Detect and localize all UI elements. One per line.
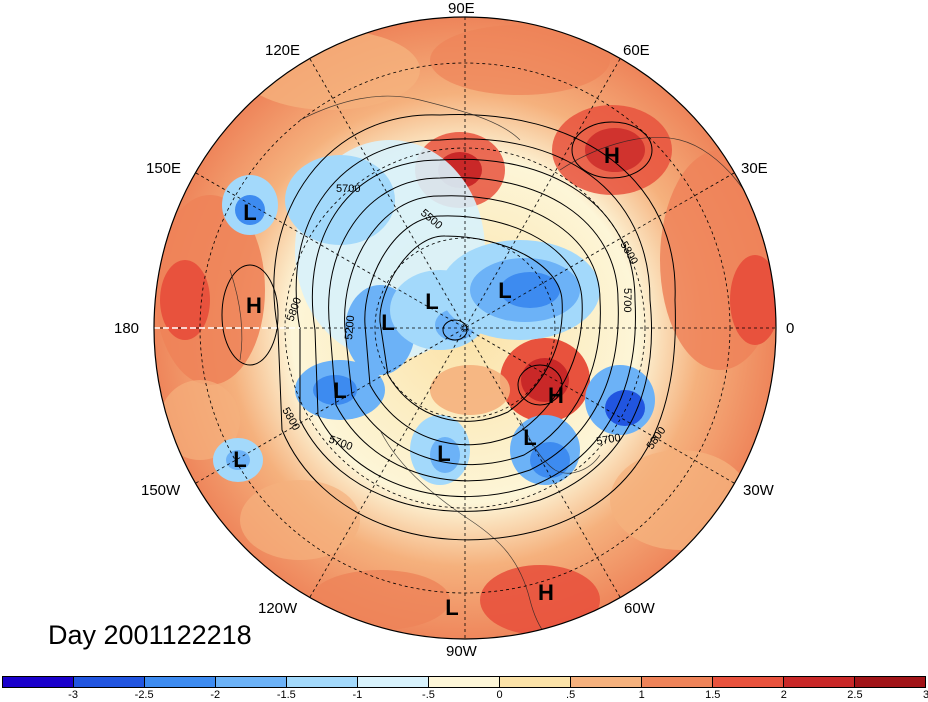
lon-label-60w: 60W [624,600,655,617]
low-pressure-center: L [233,447,246,472]
pressure-centers: L H L L L H L L L H L L H [233,143,620,620]
colorbar-segment [500,677,571,687]
low-pressure-center: L [523,425,536,450]
lon-label-90w: 90W [446,643,477,660]
lon-label-0: 0 [786,320,795,337]
colorbar-segment [358,677,429,687]
colorbar-tick-label: -2.5 [134,689,154,701]
colorbar-segment [855,677,925,687]
low-pressure-center: L [243,200,256,225]
low-pressure-center: L [437,441,450,466]
lon-label-30w: 30W [743,482,774,499]
lon-label-120e: 120E [265,42,301,59]
colorbar-segment [784,677,855,687]
map-boundary [153,16,777,640]
colorbar-tick-label: 3 [922,689,928,701]
contour-label: 5200 [343,315,357,340]
lon-label-60e: 60E [623,42,650,59]
colorbar-segment [571,677,642,687]
contour-label: 5700 [336,183,360,195]
lon-label-120w: 120W [258,600,298,617]
lon-label-30e: 30E [741,160,768,177]
colorbar-segment [642,677,713,687]
colorbar-tick-label: -.5 [422,689,435,701]
colorbar-tick-label: -2 [210,689,221,701]
height-contours [221,114,676,541]
colorbar-segment [287,677,358,687]
contour-label: 5700 [621,288,633,312]
colorbar-tick-label: -1 [352,689,363,701]
lon-label-150w: 150W [141,482,181,499]
low-pressure-center: L [425,289,438,314]
colorbar-segment [713,677,784,687]
contour-label: 5700 [595,432,621,448]
colorbar-segment [145,677,216,687]
high-pressure-center: H [538,580,554,605]
lon-label-180: 180 [114,320,140,337]
high-pressure-center: H [548,383,564,408]
day-label: Day 2001122218 [48,620,252,650]
low-pressure-center: L [445,595,458,620]
colorbar-tick-label: -3 [68,689,78,701]
colorbar-segment [74,677,145,687]
colorbar-tick-label: .5 [566,689,576,701]
colorbar-tick-label: 1 [638,689,645,701]
lon-label-150e: 150E [146,160,182,177]
colorbar [2,676,926,688]
low-pressure-center: L [498,278,511,303]
colorbar-segment [3,677,74,687]
colorbar-segment [429,677,500,687]
colorbar-tick-label: 1.5 [705,689,721,701]
low-pressure-center: L [333,378,346,403]
lon-label-90e: 90E [448,0,475,17]
low-pressure-center: L [381,310,394,335]
high-pressure-center: H [246,293,262,318]
colorbar-tick-label: 0 [496,689,503,701]
high-pressure-center: H [604,143,620,168]
colorbar-tick-label: 2 [780,689,787,701]
colorbar-tick-label: -1.5 [276,689,296,701]
colorbar-segment [216,677,287,687]
colorbar-tick-label: 2.5 [847,689,863,701]
